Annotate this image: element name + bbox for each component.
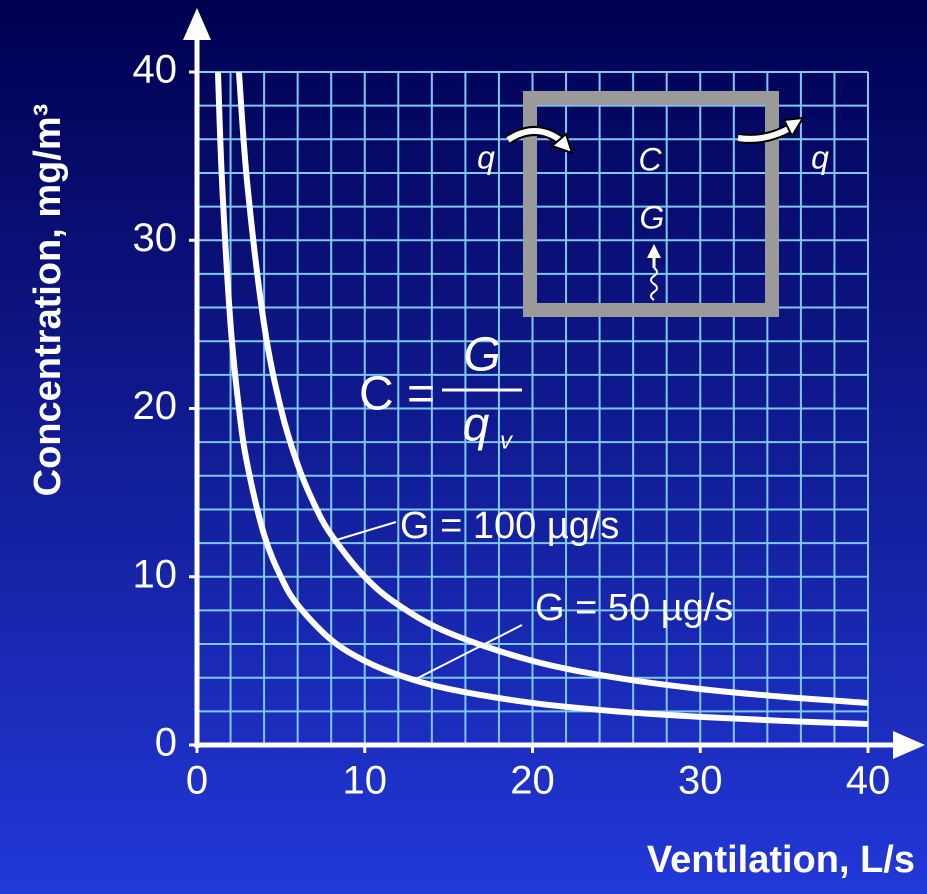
y-tick-label: 10 — [133, 552, 178, 596]
diagram-label: q — [811, 139, 829, 175]
x-tick-label: 10 — [343, 759, 388, 803]
diagram-label: G — [640, 199, 665, 235]
formula-subscript: v — [500, 427, 514, 454]
diagram-label: C — [638, 141, 662, 177]
x-tick-label: 40 — [846, 759, 891, 803]
legend-label: G = 100 µg/s — [400, 505, 619, 547]
y-axis-title: Concentration, mg/m³ — [27, 104, 69, 497]
y-tick-label: 0 — [155, 721, 177, 765]
y-tick-label: 20 — [133, 384, 178, 428]
x-tick-label: 20 — [510, 759, 555, 803]
diagram-label: q — [477, 139, 495, 175]
formula-denominator: q — [463, 399, 490, 452]
x-tick-label: 30 — [678, 759, 723, 803]
formula-lhs: C = — [359, 368, 435, 421]
x-tick-label: 0 — [186, 759, 208, 803]
y-tick-label: 40 — [133, 48, 178, 92]
chart: q C G q C = G q v G = 100 µg/s G = 50 µg… — [0, 0, 927, 894]
legend-label: G = 50 µg/s — [535, 587, 733, 629]
formula-numerator: G — [463, 329, 500, 382]
y-tick-label: 30 — [133, 216, 178, 260]
x-axis-title: Ventilation, L/s — [647, 839, 915, 881]
